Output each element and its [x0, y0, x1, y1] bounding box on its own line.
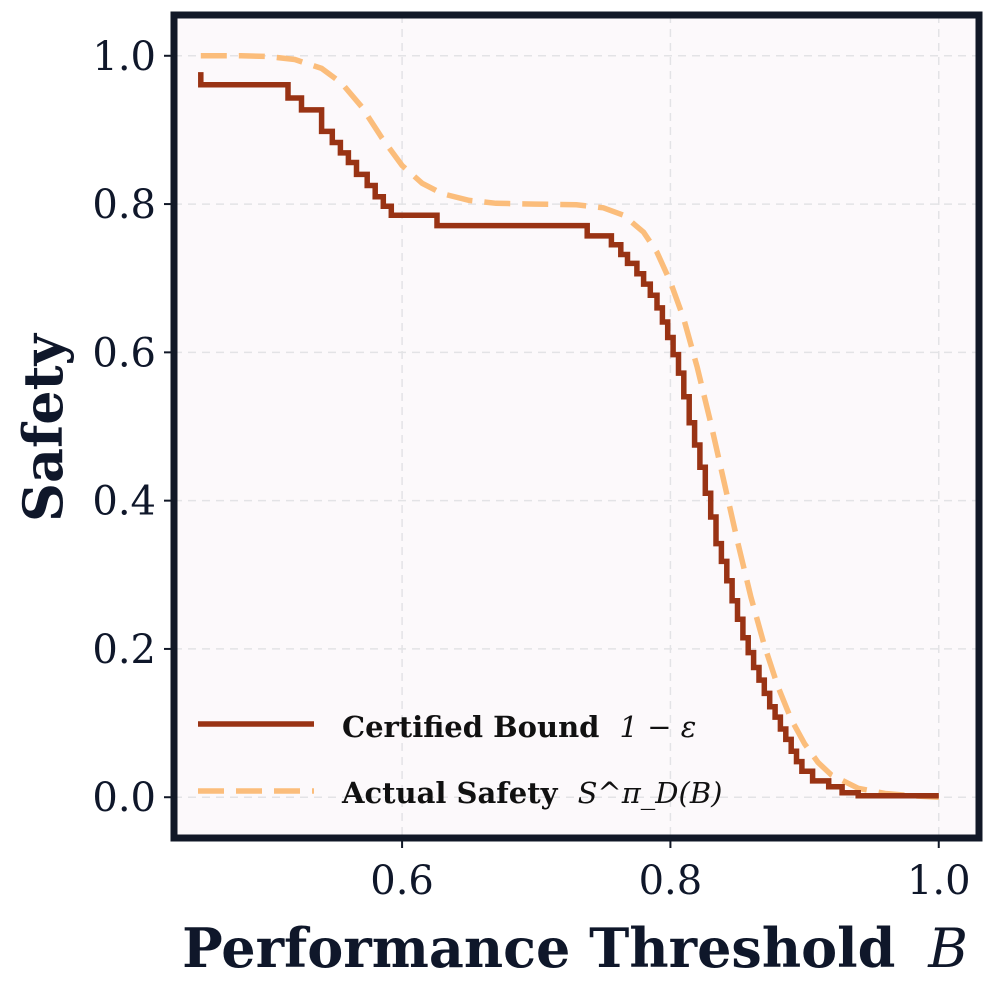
legend: Certified Bound 1 − ε Actual Safety S^π_… — [198, 710, 722, 811]
y-tick-label: 0.6 — [92, 330, 156, 376]
legend-label-certified: Certified Bound 1 − ε — [342, 710, 696, 744]
series-line-actual-safety — [200, 53, 939, 800]
x-tick-label: 0.6 — [370, 858, 434, 904]
y-tick-label: 0.2 — [92, 627, 156, 673]
x-axis-title: Performance Threshold B — [182, 916, 968, 980]
ticks: 0.6 0.8 1.0 0.0 0.2 0.4 0.6 0.8 1.0 — [92, 34, 970, 904]
x-tick-label: 1.0 — [907, 858, 971, 904]
y-tick-label: 1.0 — [92, 34, 156, 80]
y-axis-title: Safety — [11, 332, 75, 522]
legend-math-certified: 1 − ε — [620, 710, 697, 744]
legend-name-certified: Certified Bound — [342, 710, 599, 744]
y-tick-label: 0.0 — [92, 775, 156, 821]
legend-math-actual: S^π_D(B) — [578, 776, 723, 811]
y-tick-label: 0.4 — [92, 479, 156, 525]
grid — [174, 15, 979, 838]
series-line-certified-bound — [198, 72, 939, 799]
series-layer — [198, 53, 939, 800]
x-axis-variable: B — [927, 917, 968, 980]
plot-frame — [170, 11, 983, 842]
y-tick-label: 0.8 — [92, 182, 156, 228]
legend-name-actual: Actual Safety — [341, 776, 559, 810]
plot-area — [174, 15, 979, 838]
legend-label-actual: Actual Safety S^π_D(B) — [341, 776, 722, 811]
x-tick-label: 0.8 — [639, 858, 703, 904]
x-axis-label: Performance Threshold — [182, 916, 895, 980]
